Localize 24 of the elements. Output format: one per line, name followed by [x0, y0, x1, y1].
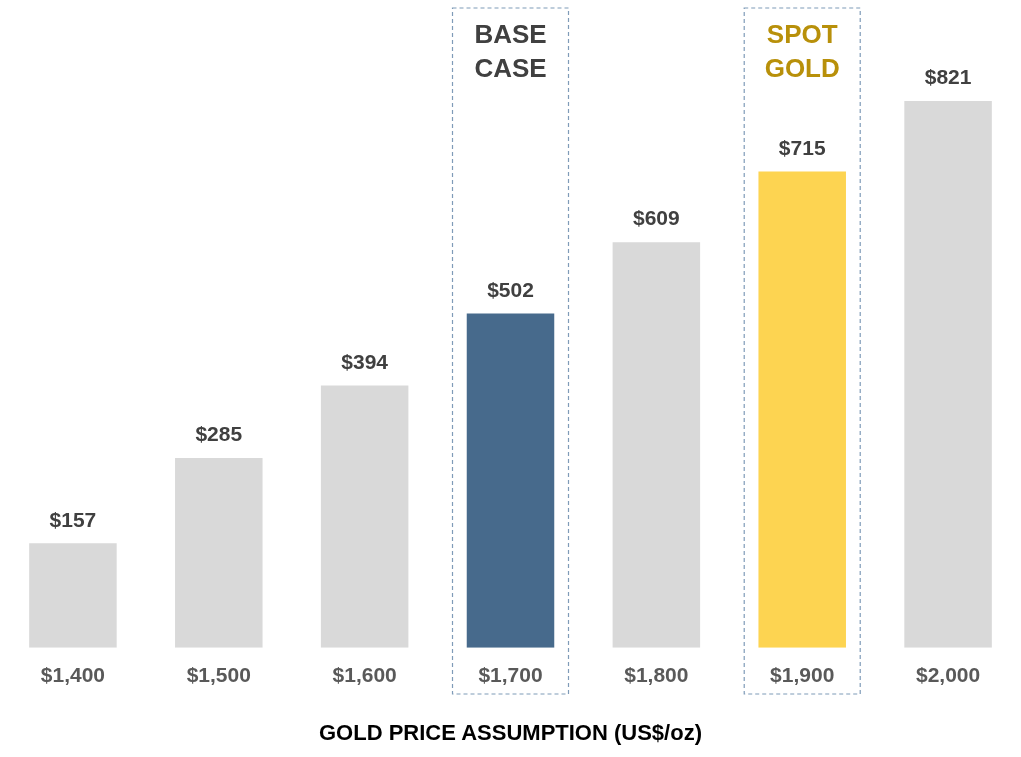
x-tick-label: $1,800 [624, 663, 689, 687]
data-label: $285 [195, 422, 243, 446]
bar [29, 543, 117, 648]
bar [758, 171, 846, 648]
text: BASE CASE [474, 19, 547, 84]
data-label: $157 [49, 507, 97, 531]
bar [466, 313, 555, 648]
x-tick-label: $2,000 [915, 663, 981, 687]
data-label: $715 [778, 135, 826, 159]
data-label: $502 [487, 277, 534, 301]
text: SPOT GOLD [764, 19, 840, 84]
bar [175, 457, 263, 648]
data-label: $821 [924, 65, 972, 89]
x-tick-label: $1,900 [770, 663, 835, 687]
data-label: $394 [341, 349, 389, 373]
data-label: $609 [633, 206, 680, 230]
bar [904, 101, 992, 648]
x-tick-label: $1,600 [332, 663, 397, 687]
x-tick-label: $1,500 [186, 663, 251, 687]
x-tick-label: $1,700 [478, 663, 543, 687]
bar [612, 242, 701, 648]
x-axis-title: GOLD PRICE ASSUMPTION (US$/oz) [318, 720, 703, 746]
x-tick-label: $1,400 [40, 663, 106, 687]
bar [320, 385, 409, 648]
